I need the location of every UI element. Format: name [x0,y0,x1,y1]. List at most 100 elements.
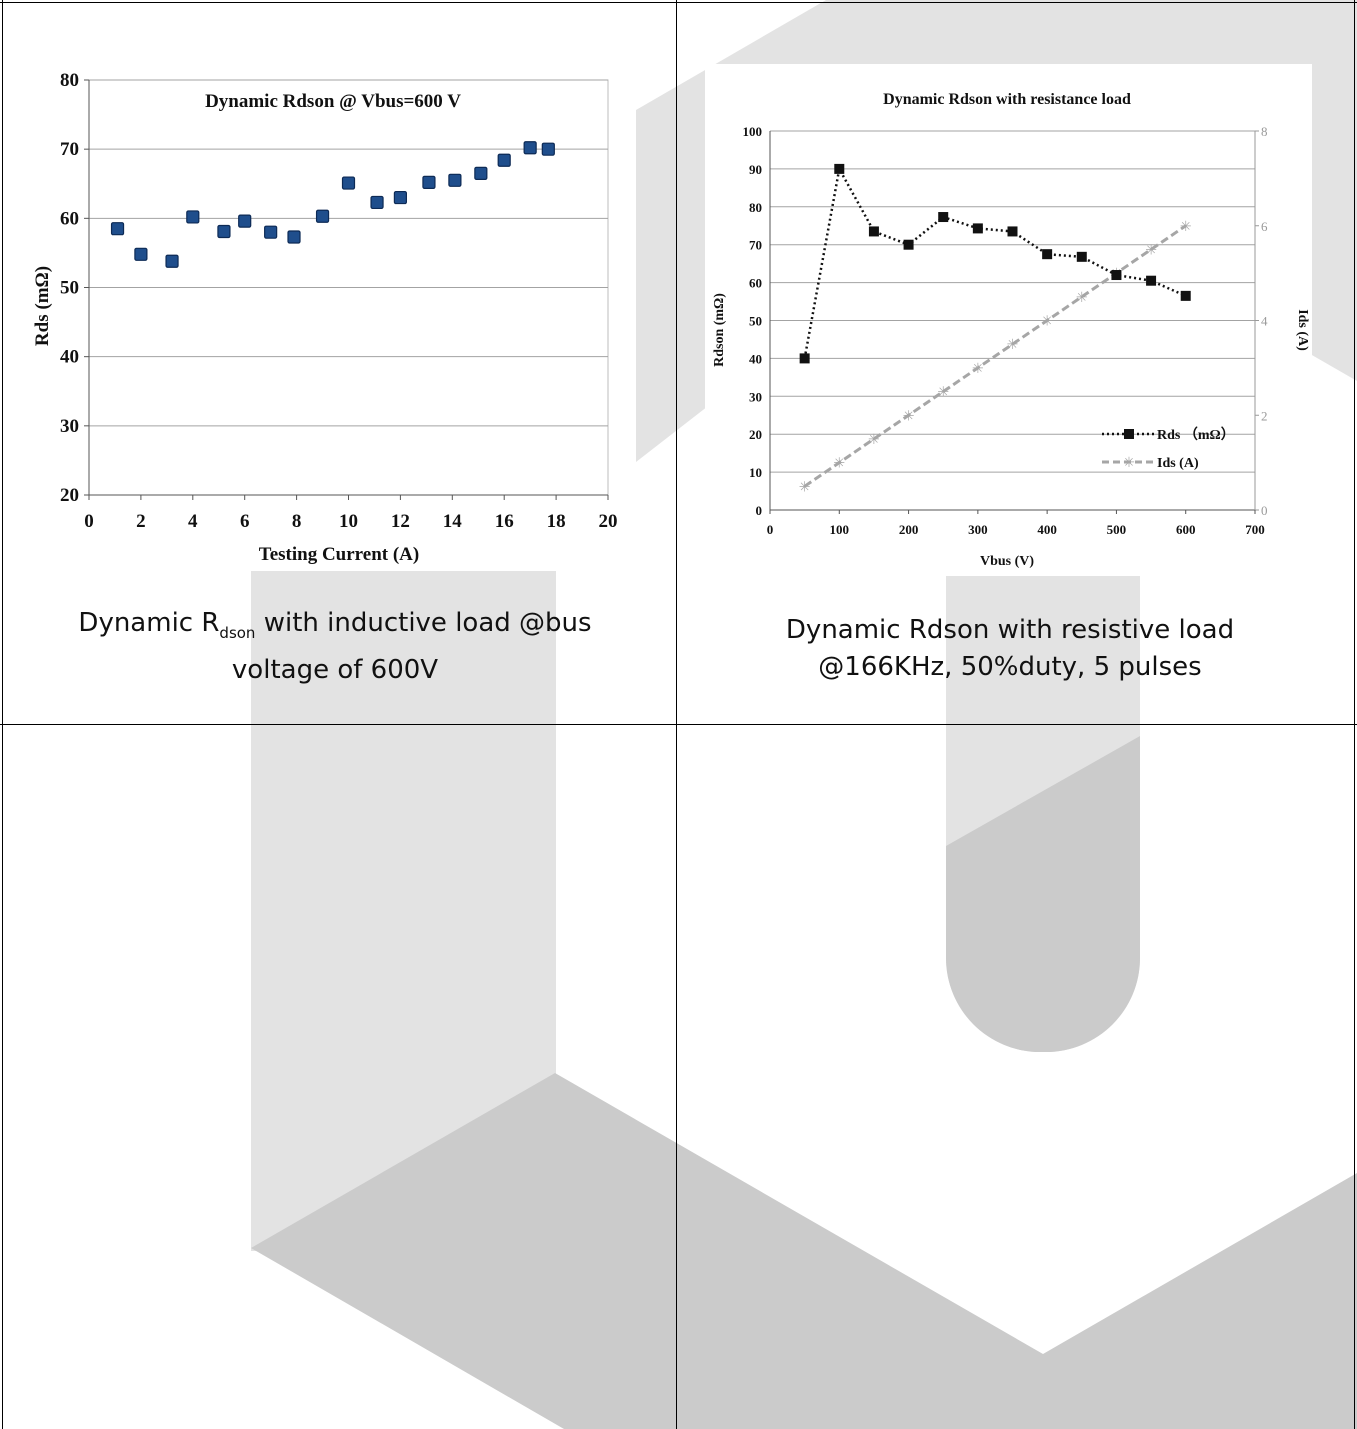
tick-label-x: 100 [830,522,850,537]
data-point-rds [1007,226,1018,237]
tick-label-x: 12 [391,511,410,532]
chart-resistive-xlabel: Vbus (V) [980,554,1034,569]
table-border-middle [0,724,1357,725]
tick-label-y: 70 [60,139,79,160]
data-point [238,214,252,228]
tick-label-x: 200 [899,522,919,537]
data-point-ids: ✳ [972,362,984,377]
tick-label-y: 60 [60,208,79,229]
data-point [448,173,462,187]
data-point [497,153,511,167]
tick-label-x: 700 [1245,522,1265,537]
data-point-ids: ✳ [1007,338,1019,353]
table-border-center [676,0,677,1429]
tick-label-y: 60 [749,276,762,291]
tick-label-x: 4 [188,511,198,532]
tick-label-y-right: 8 [1261,124,1268,139]
data-point-rds [938,212,949,223]
data-point [134,247,148,261]
chart-resistive-ylabel-right: Ids (A) [1295,309,1310,351]
tick-label-x: 14 [443,511,463,532]
data-point [287,230,301,244]
chart-inductive-xlabel: Testing Current (A) [259,544,419,565]
data-point [523,141,537,155]
chart-resistive-ylabel: Rdson (mΩ) [712,293,727,367]
tick-label-y-right: 4 [1261,314,1268,329]
data-point [341,176,356,190]
tick-label-y: 50 [749,314,762,329]
legend-rds-label: Rds （mΩ） [1157,427,1235,443]
tick-label-y: 0 [756,503,763,518]
data-point [110,222,125,236]
caption-resistive-text: Dynamic Rdson with resistive load @166KH… [785,615,1235,682]
data-point-ids: ✳ [868,433,880,448]
tick-label-y: 80 [749,200,762,215]
data-point [186,210,200,224]
tick-label-y: 90 [749,162,762,177]
data-point [315,209,330,223]
data-point-ids: ✳ [799,480,811,495]
tick-label-y: 20 [749,427,762,442]
table-border-left [2,0,3,1429]
data-point-ids: ✳ [903,409,915,424]
tick-label-x: 600 [1176,522,1196,537]
tick-label-y: 70 [749,238,762,253]
legend-ids-marker: ✳ [1123,456,1135,471]
chart-inductive-ylabel: Rds (mΩ) [32,266,53,346]
series-line-ids [803,224,1187,488]
data-point [370,195,384,210]
tick-label-x: 8 [292,511,302,532]
tick-label-x: 16 [495,511,514,532]
data-point [422,175,436,189]
caption-inductive-subscript: dson [219,624,256,642]
watermark-chevron-dark [251,1073,1357,1429]
data-point-ids: ✳ [1076,291,1088,306]
chart-inductive: 20 30 40 50 60 70 80 0 2 4 6 8 10 12 14 16 18 20 Dynamic … [32,70,618,565]
tick-label-y: 100 [743,124,763,139]
data-point-rds [868,226,879,237]
data-point-ids: ✳ [1041,315,1053,330]
tick-label-x: 20 [599,511,618,532]
tick-label-x: 10 [339,511,358,532]
data-point [474,166,488,180]
caption-resistive: Dynamic Rdson with resistive load @166KH… [765,612,1255,686]
data-point [264,225,278,239]
caption-inductive-main: Dynamic R [78,608,220,638]
data-point-ids: ✳ [833,457,845,472]
data-point [165,254,179,268]
tick-label-x: 0 [767,522,774,537]
caption-inductive-rest: with inductive load @bus voltage of 600V [231,608,592,685]
table-border-top [0,2,1357,3]
data-point-rds [1146,275,1157,286]
data-point [393,190,407,205]
tick-label-y: 50 [60,278,79,299]
legend-rds-marker [1124,429,1134,439]
watermark-pill-shade-bottom [946,958,1140,1052]
tick-label-x: 2 [136,511,146,532]
data-point-ids: ✳ [1180,220,1192,235]
chart-resistive-title: Dynamic Rdson with resistance load [883,91,1131,108]
chart-inductive-panel: 20 30 40 50 60 70 80 0 2 4 6 8 10 12 14 16 18 20 Dynamic … [20,60,640,580]
tick-label-x: 18 [547,511,566,532]
tick-label-y: 10 [749,465,762,480]
tick-label-x: 400 [1037,522,1057,537]
tick-label-y: 40 [749,351,762,366]
data-point-rds [1111,270,1122,281]
data-point-rds [1042,249,1053,260]
caption-inductive: Dynamic Rdson with inductive load @bus v… [60,605,610,689]
chart-inductive-title: Dynamic Rdson @ Vbus=600 V [205,91,461,112]
data-point-ids: ✳ [937,386,949,401]
data-point [217,224,231,239]
tick-label-y: 20 [60,485,79,506]
data-point-rds [972,223,983,234]
data-point-rds [903,239,914,250]
data-point-rds [799,353,810,364]
tick-label-y: 80 [60,70,79,91]
chart-resistive-panel: 0 10 20 30 40 50 60 70 80 90 100 0 2 4 6 8 0 100 200 300 400… [705,64,1312,576]
tick-label-y: 30 [60,416,79,437]
tick-label-y: 40 [60,347,79,368]
legend-ids-label: Ids (A) [1157,456,1199,471]
tick-label-y-right: 2 [1261,408,1268,423]
chart-resistive-legend: Rds （mΩ） ✳ Ids (A) [1102,427,1235,471]
